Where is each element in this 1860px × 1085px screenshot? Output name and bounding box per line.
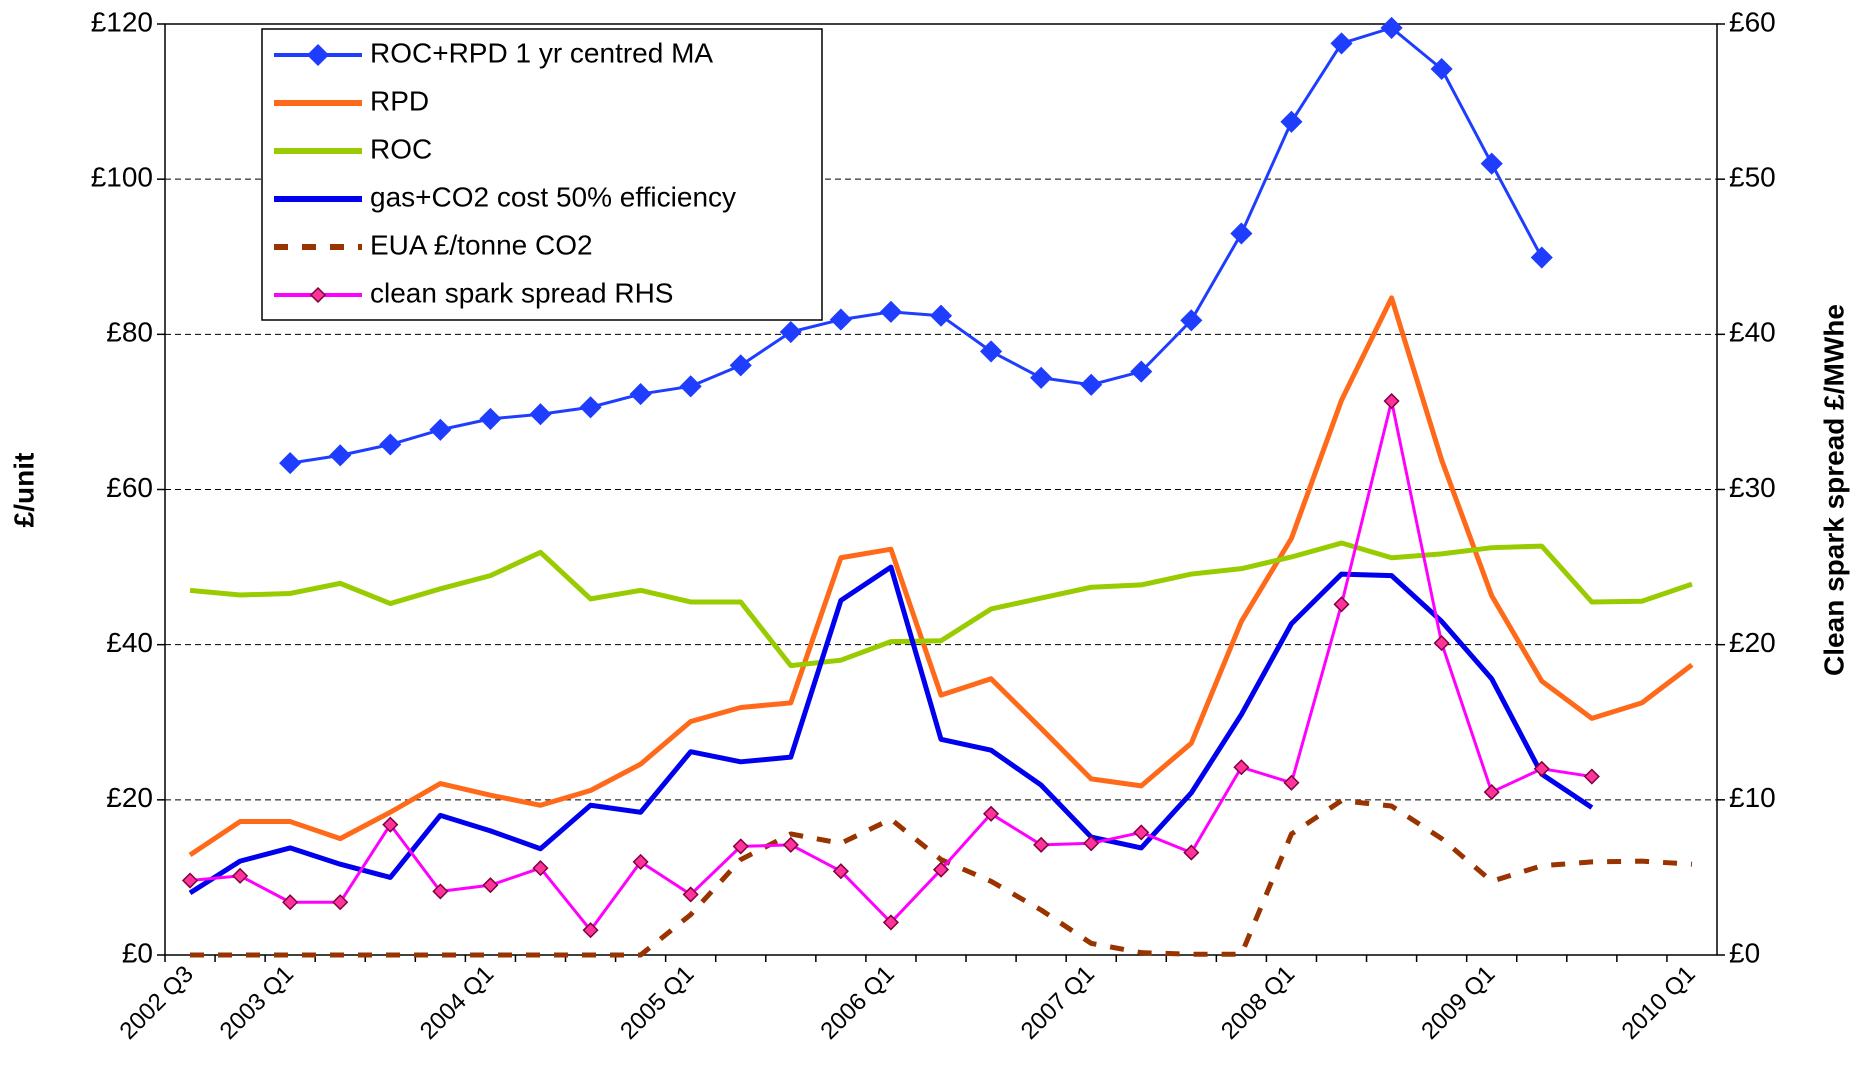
point-marker	[1080, 373, 1103, 396]
point-marker	[282, 894, 299, 911]
point-marker	[1480, 152, 1503, 175]
legend-box	[261, 28, 823, 321]
y2-tick-label: £0	[1729, 937, 1760, 968]
x-tick-label: 2010 Q1	[1616, 961, 1700, 1045]
x-tick-label: 2006 Q1	[815, 961, 899, 1045]
y-tick-label: £0	[122, 937, 153, 968]
point-marker	[679, 375, 702, 398]
series-line	[189, 399, 1593, 932]
point-marker	[929, 304, 953, 327]
point-marker	[879, 300, 902, 323]
series-line	[188, 295, 1694, 857]
y2-tick-label: £60	[1729, 6, 1776, 37]
point-marker	[782, 836, 799, 853]
point-marker	[1233, 759, 1250, 776]
point-marker	[932, 861, 950, 878]
point-marker	[529, 403, 552, 426]
point-marker	[332, 894, 349, 911]
point-marker	[980, 340, 1003, 363]
legend-marker	[306, 43, 330, 67]
plot-frame	[164, 23, 1718, 956]
x-tick-label: 2003 Q1	[215, 961, 299, 1045]
point-marker	[482, 877, 499, 894]
point-marker	[1230, 222, 1253, 245]
point-marker	[429, 418, 452, 441]
legend-label: EUA £/tonne CO2	[370, 229, 593, 260]
point-marker	[1380, 16, 1403, 39]
point-marker	[579, 396, 602, 419]
point-marker	[832, 863, 849, 880]
y-tick-label: £120	[91, 6, 153, 37]
y-tick-label: £80	[106, 317, 153, 348]
point-marker	[779, 320, 802, 344]
point-marker	[379, 433, 402, 456]
point-marker	[1430, 57, 1453, 81]
y2-tick-label: £30	[1729, 472, 1776, 503]
point-marker	[682, 886, 699, 903]
y2-tick-label: £10	[1729, 782, 1776, 813]
point-marker	[1530, 246, 1553, 269]
point-marker	[1483, 784, 1500, 801]
point-marker	[1180, 309, 1203, 332]
y2-tick-label: £20	[1729, 627, 1776, 658]
point-marker	[1383, 392, 1400, 410]
legend-label: clean spark spread RHS	[370, 277, 673, 308]
point-marker	[582, 922, 599, 939]
y-tick-label: £40	[106, 627, 153, 658]
x-tick-label: 2004 Q1	[415, 961, 499, 1045]
point-marker	[1130, 360, 1153, 383]
point-marker	[1083, 835, 1100, 852]
x-tick-label: 2009 Q1	[1416, 961, 1500, 1045]
y-tick-label: £60	[106, 472, 153, 503]
point-marker	[632, 853, 649, 870]
point-marker	[232, 867, 249, 884]
legend-label: ROC+RPD 1 yr centred MA	[370, 37, 713, 68]
y-tick-label: £20	[106, 782, 153, 813]
point-marker	[532, 860, 549, 877]
point-marker	[1033, 836, 1050, 853]
series-line	[188, 564, 1594, 896]
x-tick-label: 2002 Q3	[115, 961, 199, 1045]
point-marker	[829, 308, 852, 331]
x-tick-label: 2007 Q1	[1016, 961, 1100, 1045]
y-tick-label: £100	[91, 162, 153, 193]
point-marker	[1133, 824, 1150, 841]
point-marker	[432, 883, 449, 900]
x-tick-label: 2005 Q1	[615, 961, 699, 1045]
legend-label: gas+CO2 cost 50% efficiency	[370, 181, 736, 212]
point-marker	[983, 805, 1000, 822]
point-marker	[382, 816, 399, 833]
x-tick-label: 2008 Q1	[1216, 961, 1300, 1045]
point-marker	[181, 872, 199, 889]
series-line	[190, 798, 1693, 958]
legend-label: ROC	[370, 133, 432, 164]
legend-marker	[309, 286, 327, 304]
point-marker	[729, 354, 752, 377]
point-marker	[1330, 32, 1353, 55]
point-marker	[479, 407, 502, 430]
series-line	[189, 540, 1693, 669]
y2-tick-label: £50	[1729, 162, 1776, 193]
point-marker	[1283, 774, 1300, 791]
point-marker	[1183, 844, 1200, 861]
y-axis-title: £/unit	[8, 453, 39, 528]
point-marker	[279, 452, 302, 475]
point-marker	[882, 914, 899, 931]
point-marker	[1333, 596, 1350, 613]
point-marker	[1583, 768, 1600, 785]
legend-label: RPD	[370, 85, 429, 116]
point-marker	[732, 838, 749, 855]
point-marker	[1030, 366, 1053, 389]
point-marker	[329, 444, 352, 467]
y2-axis-title: Clean spark spread £/MWhe	[1818, 304, 1849, 676]
point-marker	[1280, 110, 1303, 133]
point-marker	[629, 383, 652, 406]
point-marker	[1433, 635, 1450, 652]
y2-tick-label: £40	[1729, 317, 1776, 348]
point-marker	[1533, 760, 1550, 777]
